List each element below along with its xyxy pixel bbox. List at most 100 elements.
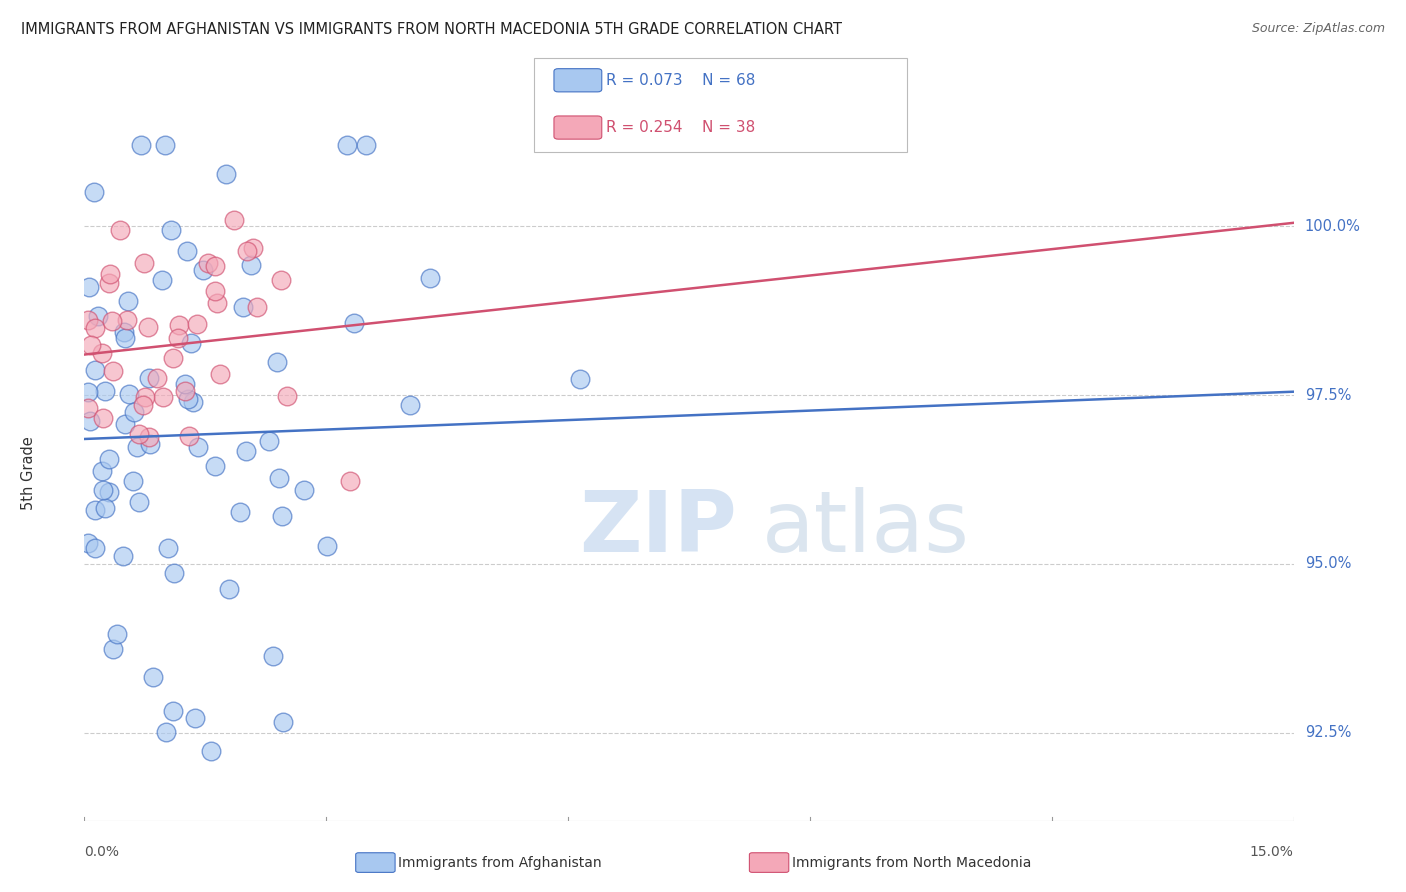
Text: Immigrants from North Macedonia: Immigrants from North Macedonia [792, 855, 1031, 870]
Point [181, 395, 204, 409]
Point [215, 167, 238, 181]
Text: 15.0%: 15.0% [1250, 845, 1294, 859]
Point [162, 705, 184, 719]
Point [224, 213, 246, 227]
Point [128, 426, 150, 441]
Point [246, 301, 269, 315]
Point [114, 331, 136, 345]
Point [128, 495, 150, 509]
Point [98, 452, 121, 467]
Point [257, 434, 280, 448]
Point [138, 429, 160, 443]
Text: R = 0.073    N = 68: R = 0.073 N = 68 [606, 73, 755, 87]
Point [177, 392, 200, 406]
Point [108, 223, 131, 237]
Point [343, 316, 366, 330]
Point [77, 385, 100, 400]
Point [162, 351, 184, 365]
Point [156, 541, 179, 555]
Point [117, 293, 139, 308]
Point [79, 414, 101, 428]
Point [235, 443, 257, 458]
Point [273, 714, 295, 729]
Point [77, 280, 100, 294]
Point [142, 670, 165, 684]
Point [131, 398, 153, 412]
Point [159, 223, 181, 237]
Point [262, 648, 284, 663]
Point [204, 259, 226, 273]
Point [83, 186, 105, 200]
Text: ZIP: ZIP [579, 487, 737, 570]
Point [292, 483, 315, 497]
Point [174, 384, 197, 398]
Point [169, 318, 191, 333]
Point [239, 258, 262, 272]
Text: 97.5%: 97.5% [1305, 388, 1351, 402]
Point [112, 549, 135, 563]
Point [235, 244, 257, 258]
Point [166, 331, 188, 345]
Text: Source: ZipAtlas.com: Source: ZipAtlas.com [1251, 22, 1385, 36]
Point [242, 240, 264, 254]
Point [84, 321, 107, 335]
Point [101, 364, 124, 378]
Point [90, 464, 112, 478]
Point [101, 641, 124, 656]
Point [266, 354, 288, 368]
Text: 95.0%: 95.0% [1305, 557, 1351, 572]
Point [122, 474, 145, 488]
Point [270, 509, 292, 524]
Point [136, 320, 159, 334]
Point [180, 335, 202, 350]
Point [204, 284, 226, 298]
Point [569, 372, 592, 386]
Point [232, 300, 254, 314]
Point [191, 262, 214, 277]
Text: 100.0%: 100.0% [1305, 219, 1361, 234]
Point [101, 314, 124, 328]
Point [94, 384, 117, 398]
Point [122, 405, 145, 419]
Point [146, 371, 169, 385]
Point [90, 345, 112, 359]
Point [114, 417, 136, 431]
Point [134, 256, 156, 270]
Text: IMMIGRANTS FROM AFGHANISTAN VS IMMIGRANTS FROM NORTH MACEDONIA 5TH GRADE CORRELA: IMMIGRANTS FROM AFGHANISTAN VS IMMIGRANT… [21, 22, 842, 37]
Point [97, 276, 120, 290]
Point [152, 390, 174, 404]
Point [84, 541, 107, 556]
Point [218, 582, 240, 596]
Point [84, 503, 107, 517]
Point [316, 540, 339, 554]
Point [127, 440, 149, 454]
Point [77, 401, 100, 415]
Point [83, 363, 105, 377]
Point [100, 267, 122, 281]
Point [138, 371, 160, 385]
Point [205, 296, 228, 310]
Point [139, 436, 162, 450]
Point [356, 138, 378, 153]
Text: atlas: atlas [762, 487, 970, 570]
Point [163, 566, 186, 580]
Point [186, 317, 208, 331]
Point [177, 429, 200, 443]
Point [155, 138, 177, 153]
Text: R = 0.254    N = 38: R = 0.254 N = 38 [606, 120, 755, 135]
Point [112, 326, 135, 340]
Point [200, 744, 222, 758]
Point [229, 504, 252, 518]
Point [208, 368, 231, 382]
Point [399, 398, 422, 412]
Point [118, 386, 141, 401]
Point [87, 309, 110, 323]
Text: Immigrants from Afghanistan: Immigrants from Afghanistan [398, 855, 602, 870]
Point [79, 338, 101, 352]
Point [187, 440, 209, 454]
Point [339, 474, 361, 488]
Point [197, 256, 219, 270]
Point [336, 138, 359, 153]
Point [419, 271, 441, 285]
Text: 0.0%: 0.0% [84, 845, 120, 859]
